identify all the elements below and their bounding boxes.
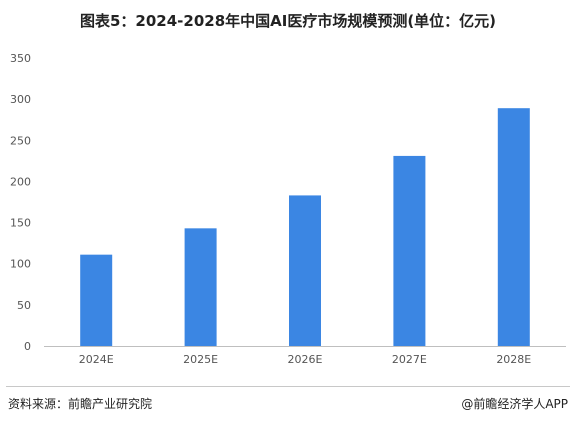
source-note: 资料来源：前瞻产业研究院: [8, 397, 153, 411]
bar-2025E: [184, 228, 217, 346]
x-tick-label: 2027E: [392, 353, 427, 366]
x-tick-label: 2028E: [496, 353, 531, 366]
y-tick-label: 0: [24, 340, 31, 353]
y-axis: 0 50 100 150 200 250 300 350: [10, 52, 31, 353]
bar-2028E: [497, 108, 530, 347]
x-axis: 2024E 2025E 2026E 2027E 2028E: [79, 353, 532, 366]
app-credit: @前瞻经济学人APP: [461, 397, 568, 411]
x-tick-label: 2024E: [79, 353, 114, 366]
x-tick-label: 2026E: [288, 353, 323, 366]
bars-group: [80, 108, 530, 347]
y-tick-label: 250: [10, 134, 31, 147]
chart-title: 图表5：2024-2028年中国AI医疗市场规模预测(单位：亿元): [79, 12, 497, 30]
footer-divider: [6, 386, 570, 387]
bar-2024E: [80, 254, 113, 346]
y-tick-label: 350: [10, 52, 31, 65]
x-tick-label: 2025E: [183, 353, 218, 366]
y-tick-label: 150: [10, 217, 31, 230]
bar-2027E: [393, 155, 426, 346]
y-tick-label: 300: [10, 93, 31, 106]
bar-2026E: [289, 195, 321, 346]
y-tick-label: 100: [10, 258, 31, 271]
y-tick-label: 200: [10, 175, 31, 188]
y-tick-label: 50: [17, 299, 31, 312]
